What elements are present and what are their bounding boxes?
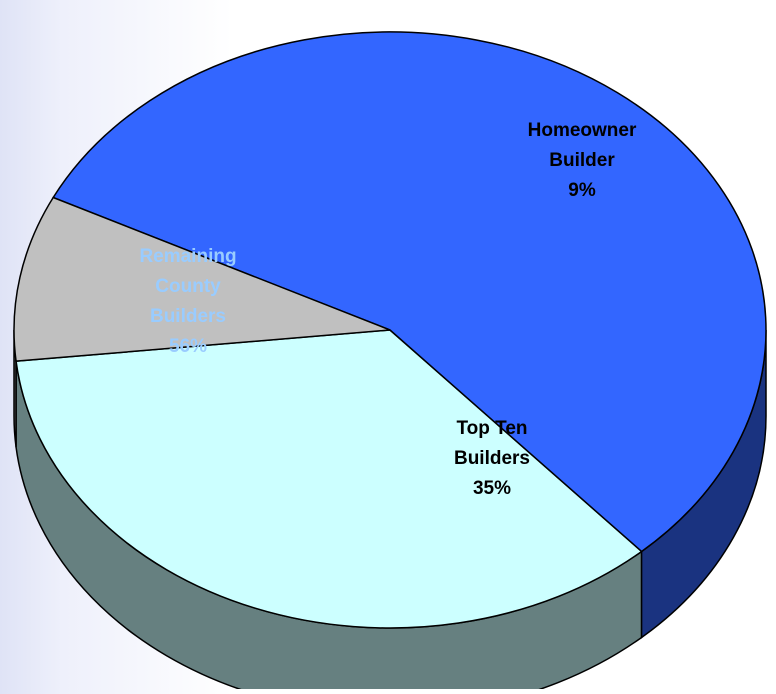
slice-label-1: Remaining County Builders 56% — [139, 246, 236, 357]
slice-label-2-line-0: Homeowner — [528, 120, 637, 141]
slice-label-0-line-1: Builders — [454, 448, 530, 469]
slice-label-1-line-0: Remaining — [139, 246, 236, 267]
pie-slice-2 — [13, 196, 391, 362]
slice-label-1-line-1: County — [155, 276, 221, 297]
pie-slice-1 — [52, 31, 767, 553]
slice-label-2-line-2: 9% — [568, 180, 596, 201]
slice-label-1-line-2: Builders — [150, 306, 226, 327]
slice-label-2-line-1: Builder — [549, 150, 615, 171]
pie-slice-0 — [15, 329, 643, 629]
slice-label-0-line-0: Top Ten — [456, 418, 527, 439]
slice-label-0: Top Ten Builders 35% — [454, 418, 530, 499]
slice-label-0-line-2: 35% — [473, 478, 511, 499]
slice-label-2: Homeowner Builder 9% — [528, 120, 637, 201]
slice-label-1-line-3: 56% — [169, 336, 207, 357]
